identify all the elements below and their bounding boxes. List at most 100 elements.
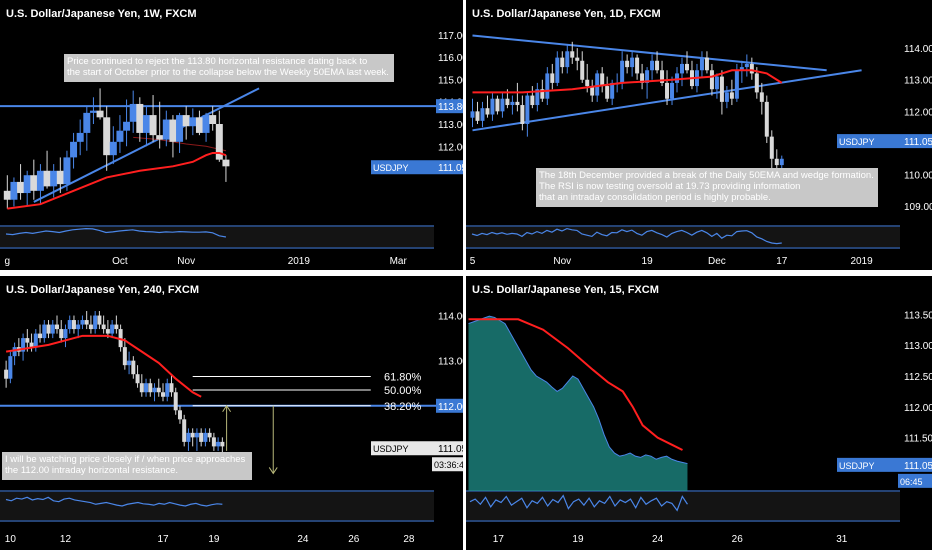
candle-body xyxy=(500,98,505,112)
last-price-tag xyxy=(436,441,463,456)
candle-body xyxy=(96,110,104,118)
candle-body xyxy=(729,92,734,99)
candle-body xyxy=(89,110,97,113)
candle-body xyxy=(530,95,535,106)
symbol-label: USDJPY xyxy=(839,137,875,147)
x-tick-label: 19 xyxy=(572,534,584,545)
candle-body xyxy=(475,111,480,121)
price-area xyxy=(468,316,688,491)
annotation-text: The 18th December provided a break of th… xyxy=(539,170,874,181)
countdown-label: 03:36:45 xyxy=(434,460,463,470)
x-tick-label: g xyxy=(5,256,11,267)
last-price-label: 111.059 xyxy=(904,461,932,472)
ema-line xyxy=(7,151,227,210)
y-tick-label: 113.000 xyxy=(438,120,463,131)
candle-body xyxy=(144,383,149,393)
candle-body xyxy=(485,108,490,115)
candle-body xyxy=(625,60,630,68)
candle-body xyxy=(3,190,11,200)
y-tick-label: 113.000 xyxy=(904,76,932,87)
x-tick-label: 19 xyxy=(208,534,220,545)
candle-body xyxy=(680,63,684,74)
candle-body xyxy=(645,70,650,83)
symbol-label: USDJPY xyxy=(373,444,409,454)
chart-daily-canvas: 114.000113.000112.000111.000110.000109.0… xyxy=(466,34,932,267)
candle-body xyxy=(220,441,225,447)
candle-body xyxy=(148,383,153,393)
y-tick-label: 113.000 xyxy=(904,341,932,352)
chart-15[interactable]: 113.500 113.000 112.500 112.000 111.500 17 19 2… xyxy=(466,276,932,550)
candle-body xyxy=(550,73,555,83)
candle-body xyxy=(123,121,131,131)
rsi-line xyxy=(5,496,223,507)
x-tick-label: 19 xyxy=(642,256,654,267)
x-tick-label: 24 xyxy=(297,534,309,545)
candle-body xyxy=(570,51,575,58)
candle-body xyxy=(684,63,689,71)
candle-body xyxy=(12,347,17,357)
x-tick-label: 17 xyxy=(493,534,505,545)
candle-body xyxy=(216,441,221,447)
candle-body xyxy=(540,89,545,99)
chart-title: U.S. Dollar/Japanese Yen, 1D, FXCM xyxy=(472,8,661,20)
chart-240[interactable]: 114.000113.000112.000111.000101217192426… xyxy=(0,276,463,550)
rsi-background xyxy=(466,227,900,247)
y-tick-label: 114.000 xyxy=(904,44,932,55)
last-price-label: 111.059 xyxy=(438,163,463,174)
candle-body xyxy=(545,73,550,99)
candle-body xyxy=(84,320,89,325)
candle-body xyxy=(56,170,64,185)
candle-body xyxy=(709,70,714,90)
candle-body xyxy=(600,73,605,87)
rsi-background xyxy=(466,492,900,520)
candle-body xyxy=(177,410,182,420)
candle-body xyxy=(8,356,13,379)
annotation-box xyxy=(64,54,394,82)
candle-body xyxy=(195,117,203,133)
candle-body xyxy=(490,98,495,115)
candle-body xyxy=(714,76,719,90)
candle-body xyxy=(80,320,85,325)
y-tick-label: 110.000 xyxy=(904,171,932,182)
candle-body xyxy=(70,141,78,158)
candle-body xyxy=(67,320,72,330)
candle-body xyxy=(670,82,675,99)
candle-body xyxy=(580,60,585,80)
x-tick-label: 12 xyxy=(60,534,72,545)
candle-body xyxy=(76,132,84,142)
resistance-price-tag xyxy=(436,99,463,114)
x-tick-label: 28 xyxy=(403,534,415,545)
candle-body xyxy=(36,170,44,191)
x-tick-label: Oct xyxy=(112,256,128,267)
candle-body xyxy=(105,329,110,334)
candle-body xyxy=(734,70,739,99)
ema-line xyxy=(468,318,683,451)
x-tick-label: 26 xyxy=(348,534,360,545)
candle-body xyxy=(635,57,640,74)
candle-body xyxy=(114,324,119,330)
trendline xyxy=(472,34,827,72)
chart-daily[interactable]: 114.000113.000112.000111.000110.000109.0… xyxy=(466,0,932,270)
candle-body xyxy=(182,115,190,127)
candle-body xyxy=(169,383,174,393)
x-tick-label: 5 xyxy=(470,256,476,267)
candle-body xyxy=(754,73,759,93)
candle-body xyxy=(610,82,615,99)
y-tick-label: 115.000 xyxy=(438,75,463,86)
candle-body xyxy=(110,324,115,334)
candle-body xyxy=(605,86,610,99)
chart-weekly[interactable]: 117.000116.000115.000114.000113.000112.0… xyxy=(0,0,463,270)
candle-body xyxy=(118,329,123,348)
candle-body xyxy=(156,387,161,393)
price-line xyxy=(468,315,688,465)
y-tick-label: 112.000 xyxy=(438,142,463,153)
chart-title: U.S. Dollar/Japanese Yen, 240, FXCM xyxy=(6,284,199,296)
candle-body xyxy=(199,432,204,442)
y-tick-label: 112.000 xyxy=(904,107,932,118)
candle-body xyxy=(43,170,51,187)
candle-body xyxy=(675,73,680,83)
y-tick-label: 111.500 xyxy=(904,434,932,445)
candle-body xyxy=(211,437,216,447)
candle-body xyxy=(135,374,140,384)
candle-body xyxy=(25,338,30,343)
